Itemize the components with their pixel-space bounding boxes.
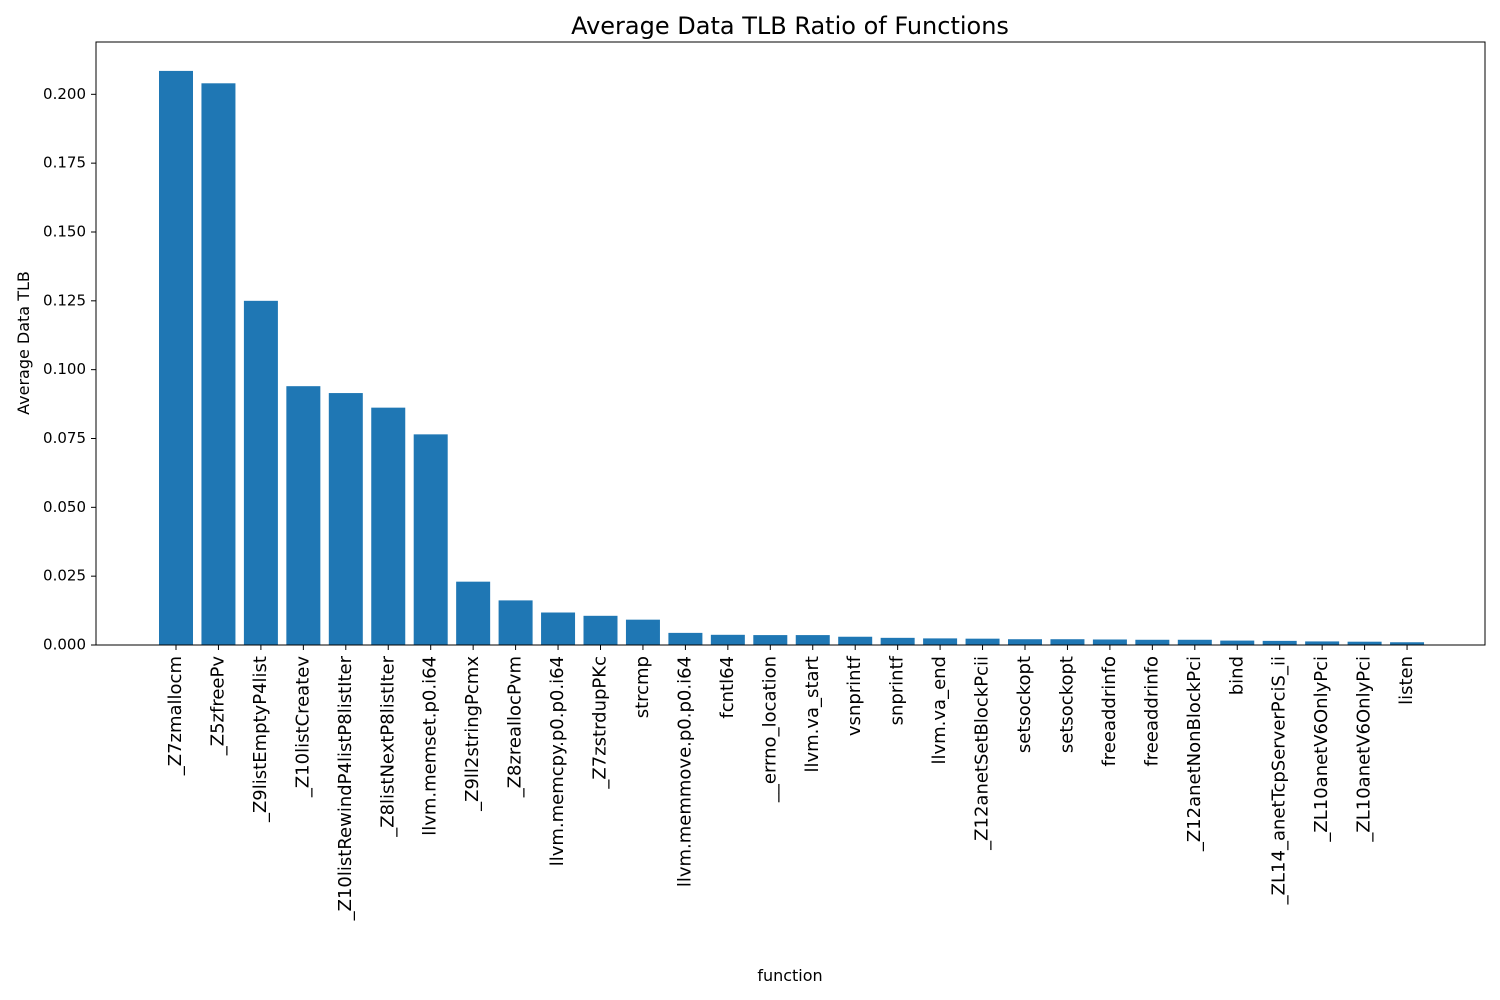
x-tick-label: freeaddrinfo	[1099, 656, 1120, 767]
bar-2	[201, 83, 236, 646]
bar-11	[583, 615, 618, 645]
y-tick-label: 0.100	[43, 360, 86, 378]
bar-16	[795, 635, 830, 645]
bar-8	[456, 581, 491, 645]
y-tick-label: 0.150	[43, 222, 86, 240]
y-tick-label: 0.200	[43, 85, 86, 103]
x-tick-label: llvm.memmove.p0.p0.i64	[674, 656, 695, 887]
x-tick-label: llvm.va_end	[929, 656, 950, 765]
x-tick-label: listen	[1396, 656, 1417, 705]
bar-13	[668, 632, 703, 645]
y-axis: 0.000 0.025 0.050 0.075 0.100 0.125 0.150 0.175…	[43, 85, 96, 654]
bar-4	[286, 386, 321, 645]
plot-frame	[95, 41, 1486, 646]
x-tick-label: _Z10listRewindP4listP8listIter	[335, 655, 356, 921]
y-tick-label: 0.125	[43, 291, 86, 309]
bar-30	[1390, 642, 1425, 645]
x-tick-label: _Z9listEmptyP4list	[250, 656, 271, 823]
x-tick-label: snprintf	[887, 655, 908, 725]
bar-17	[838, 636, 873, 645]
bar-23	[1092, 639, 1127, 645]
x-tick-label: _Z12anetSetBlockPcii	[972, 656, 993, 851]
bar-7	[413, 434, 448, 645]
bar-28	[1305, 641, 1340, 645]
bar-27	[1262, 640, 1297, 645]
y-tick-label: 0.000	[43, 636, 86, 654]
bar-9	[498, 600, 533, 645]
x-axis-label: function	[757, 966, 822, 985]
x-tick-label: _ZL10anetV6OnlyPci	[1354, 656, 1375, 843]
x-tick-label: llvm.va_start	[802, 656, 823, 773]
x-tick-label: _ZL10anetV6OnlyPci	[1311, 656, 1332, 843]
x-tick-label: llvm.memcpy.p0.p0.i64	[547, 656, 568, 866]
x-tick-label: fcntl64	[717, 656, 738, 719]
bar-5	[328, 393, 363, 645]
x-tick-label: _Z10listCreatev	[292, 656, 313, 798]
x-tick-label: _Z8zreallocPvm	[505, 656, 526, 798]
bar-24	[1135, 639, 1170, 645]
y-axis-label: Average Data TLB	[14, 271, 33, 415]
bars-group	[159, 70, 1425, 646]
bar-12	[625, 619, 660, 645]
x-axis: _Z7zmallocm _Z5zfreePv _Z9listEmptyP4list _…	[165, 645, 1417, 921]
x-tick-label: __errno_location	[759, 656, 780, 803]
x-tick-label: strcmp	[632, 656, 653, 718]
x-tick-label: freeaddrinfo	[1141, 656, 1162, 767]
bar-26	[1220, 640, 1255, 645]
x-tick-label: _Z5zfreePv	[207, 656, 228, 757]
bar-6	[371, 407, 406, 645]
bar-20	[965, 638, 1000, 645]
x-tick-label: setsockopt	[1014, 656, 1035, 753]
x-tick-label: llvm.memset.p0.i64	[420, 656, 441, 836]
x-tick-label: _Z12anetNonBlockPci	[1184, 656, 1205, 852]
bar-3	[243, 300, 278, 645]
bar-22	[1050, 639, 1085, 645]
y-tick-label: 0.025	[43, 567, 86, 585]
x-tick-label: _Z8listNextP8listIter	[377, 655, 398, 837]
x-tick-label: bind	[1226, 656, 1247, 695]
bar-21	[1008, 639, 1042, 645]
x-tick-label: _Z7zmallocm	[165, 656, 186, 776]
bar-10	[541, 612, 576, 645]
y-tick-label: 0.050	[43, 498, 86, 516]
bar-14	[710, 634, 745, 645]
x-tick-label: _Z9ll2stringPcmx	[462, 656, 483, 812]
x-tick-label: _Z7zstrdupPKc	[590, 656, 611, 790]
bar-1	[159, 70, 193, 645]
bar-18	[880, 637, 915, 645]
y-tick-label: 0.075	[43, 429, 86, 447]
bar-19	[923, 638, 958, 645]
y-tick-label: 0.175	[43, 154, 86, 172]
x-tick-label: setsockopt	[1056, 656, 1077, 753]
bar-25	[1177, 639, 1212, 645]
bar-29	[1347, 641, 1382, 645]
x-tick-label: vsnprintf	[844, 655, 865, 736]
chart-title: Average Data TLB Ratio of Functions	[571, 12, 1009, 40]
x-tick-label: _ZL14_anetTcpServerPciS_ii	[1269, 656, 1290, 905]
bar-15	[753, 635, 788, 645]
